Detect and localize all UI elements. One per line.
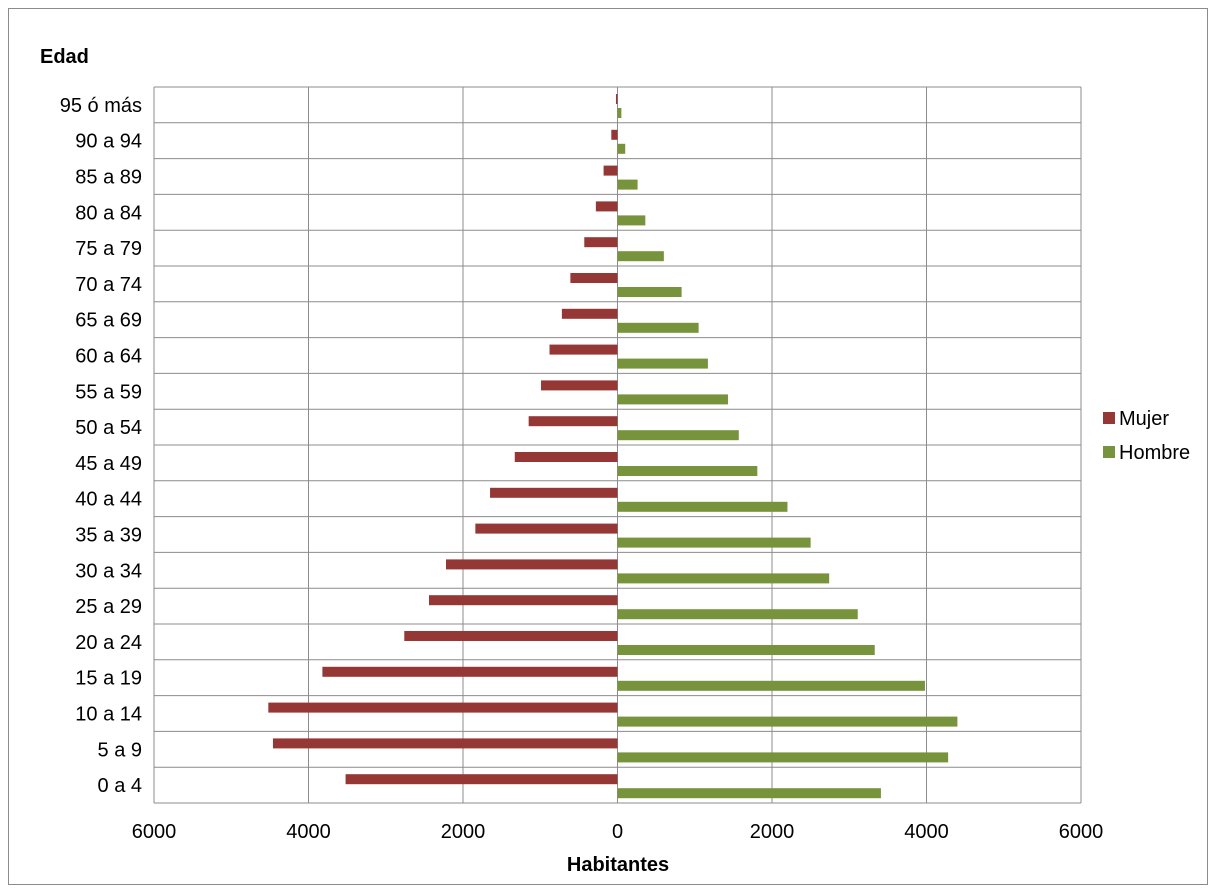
bar-mujer [404, 631, 618, 641]
x-tick-label: 2000 [750, 821, 795, 843]
bar-mujer [584, 237, 618, 248]
bar-hombre [617, 609, 858, 620]
bar-hombre [617, 179, 638, 190]
bar-mujer [268, 702, 618, 713]
grid-lines [153, 86, 1082, 804]
bar-mujer [429, 595, 618, 606]
y-tick-label: 75 a 79 [75, 238, 142, 260]
bar-mujer [528, 416, 618, 427]
y-tick-label: 50 a 54 [75, 417, 142, 439]
bar-hombre [617, 573, 830, 584]
y-tick-label: 70 a 74 [75, 274, 142, 296]
y-tick-label: 55 a 59 [75, 381, 142, 403]
bar-hombre [617, 108, 622, 118]
bar-mujer [595, 201, 618, 212]
bar-hombre [617, 322, 699, 333]
bar-mujer [490, 487, 618, 498]
bar-mujer [561, 308, 618, 319]
bar-hombre [617, 287, 682, 297]
legend: Mujer Hombre [1103, 408, 1190, 464]
y-tick-label: 5 a 9 [98, 739, 142, 761]
bar-hombre [617, 394, 728, 405]
bar-hombre [617, 358, 708, 369]
legend-swatch-mujer [1103, 412, 1115, 424]
bar-hombre [617, 716, 958, 727]
y-tick-label: 65 a 69 [75, 310, 142, 332]
bar-mujer [570, 273, 618, 283]
y-tick-label: 60 a 64 [75, 346, 142, 368]
bar-hombre [617, 251, 664, 262]
y-tick-label: 25 a 29 [75, 596, 142, 618]
bar-mujer [541, 380, 618, 391]
bar-mujer [475, 523, 618, 534]
y-axis-tick-labels: 0 a 4 5 a 9 10 a 14 15 a 19 20 a 24 25 a 29 30… [60, 95, 142, 797]
y-tick-label: 85 a 89 [75, 167, 142, 189]
bar-hombre [617, 143, 626, 154]
chart-frame: 0 a 4 5 a 9 10 a 14 15 a 19 20 a 24 25 a 29 30… [8, 8, 1208, 885]
x-tick-label: 2000 [441, 821, 486, 843]
y-axis-title: Edad [40, 46, 89, 68]
x-tick-label: 0 [612, 821, 623, 843]
y-tick-label: 80 a 84 [75, 202, 142, 224]
x-tick-label: 4000 [286, 821, 331, 843]
x-axis-tick-labels: 6000 4000 2000 0 2000 4000 6000 [132, 821, 1104, 843]
bar-mujer [446, 559, 618, 570]
bar-mujer [615, 94, 618, 104]
bar-hombre [617, 645, 875, 655]
y-tick-label: 20 a 24 [75, 632, 142, 654]
x-axis-title: Habitantes [567, 854, 669, 876]
bar-mujer [272, 738, 618, 749]
y-tick-label: 10 a 14 [75, 704, 142, 726]
legend-label-hombre: Hombre [1119, 442, 1190, 464]
y-tick-label: 90 a 94 [75, 131, 142, 153]
bar-hombre [617, 215, 646, 226]
y-tick-label: 35 a 39 [75, 525, 142, 547]
population-pyramid-chart: 0 a 4 5 a 9 10 a 14 15 a 19 20 a 24 25 a 29 30… [40, 46, 1190, 876]
bar-hombre [617, 430, 739, 441]
legend-swatch-hombre [1103, 446, 1115, 458]
bar-mujer [322, 666, 618, 677]
bar-hombre [617, 537, 811, 548]
y-tick-label: 0 a 4 [98, 775, 142, 797]
x-tick-label: 6000 [1059, 821, 1104, 843]
y-tick-label: 30 a 34 [75, 560, 142, 582]
bar-mujer [611, 129, 618, 140]
x-tick-label: 6000 [132, 821, 177, 843]
bar-mujer [345, 774, 618, 785]
y-tick-label: 95 ó más [60, 95, 142, 117]
bar-mujer [603, 165, 618, 176]
bar-hombre [617, 752, 949, 763]
bar-hombre [617, 466, 758, 476]
bars [268, 94, 958, 799]
bar-hombre [617, 501, 788, 512]
bar-mujer [514, 452, 618, 462]
y-tick-label: 45 a 49 [75, 453, 142, 475]
bar-hombre [617, 788, 881, 799]
y-tick-label: 15 a 19 [75, 668, 142, 690]
bar-hombre [617, 680, 925, 691]
x-tick-label: 4000 [904, 821, 949, 843]
legend-label-mujer: Mujer [1119, 408, 1169, 430]
bar-mujer [549, 344, 618, 355]
y-tick-label: 40 a 44 [75, 489, 142, 511]
